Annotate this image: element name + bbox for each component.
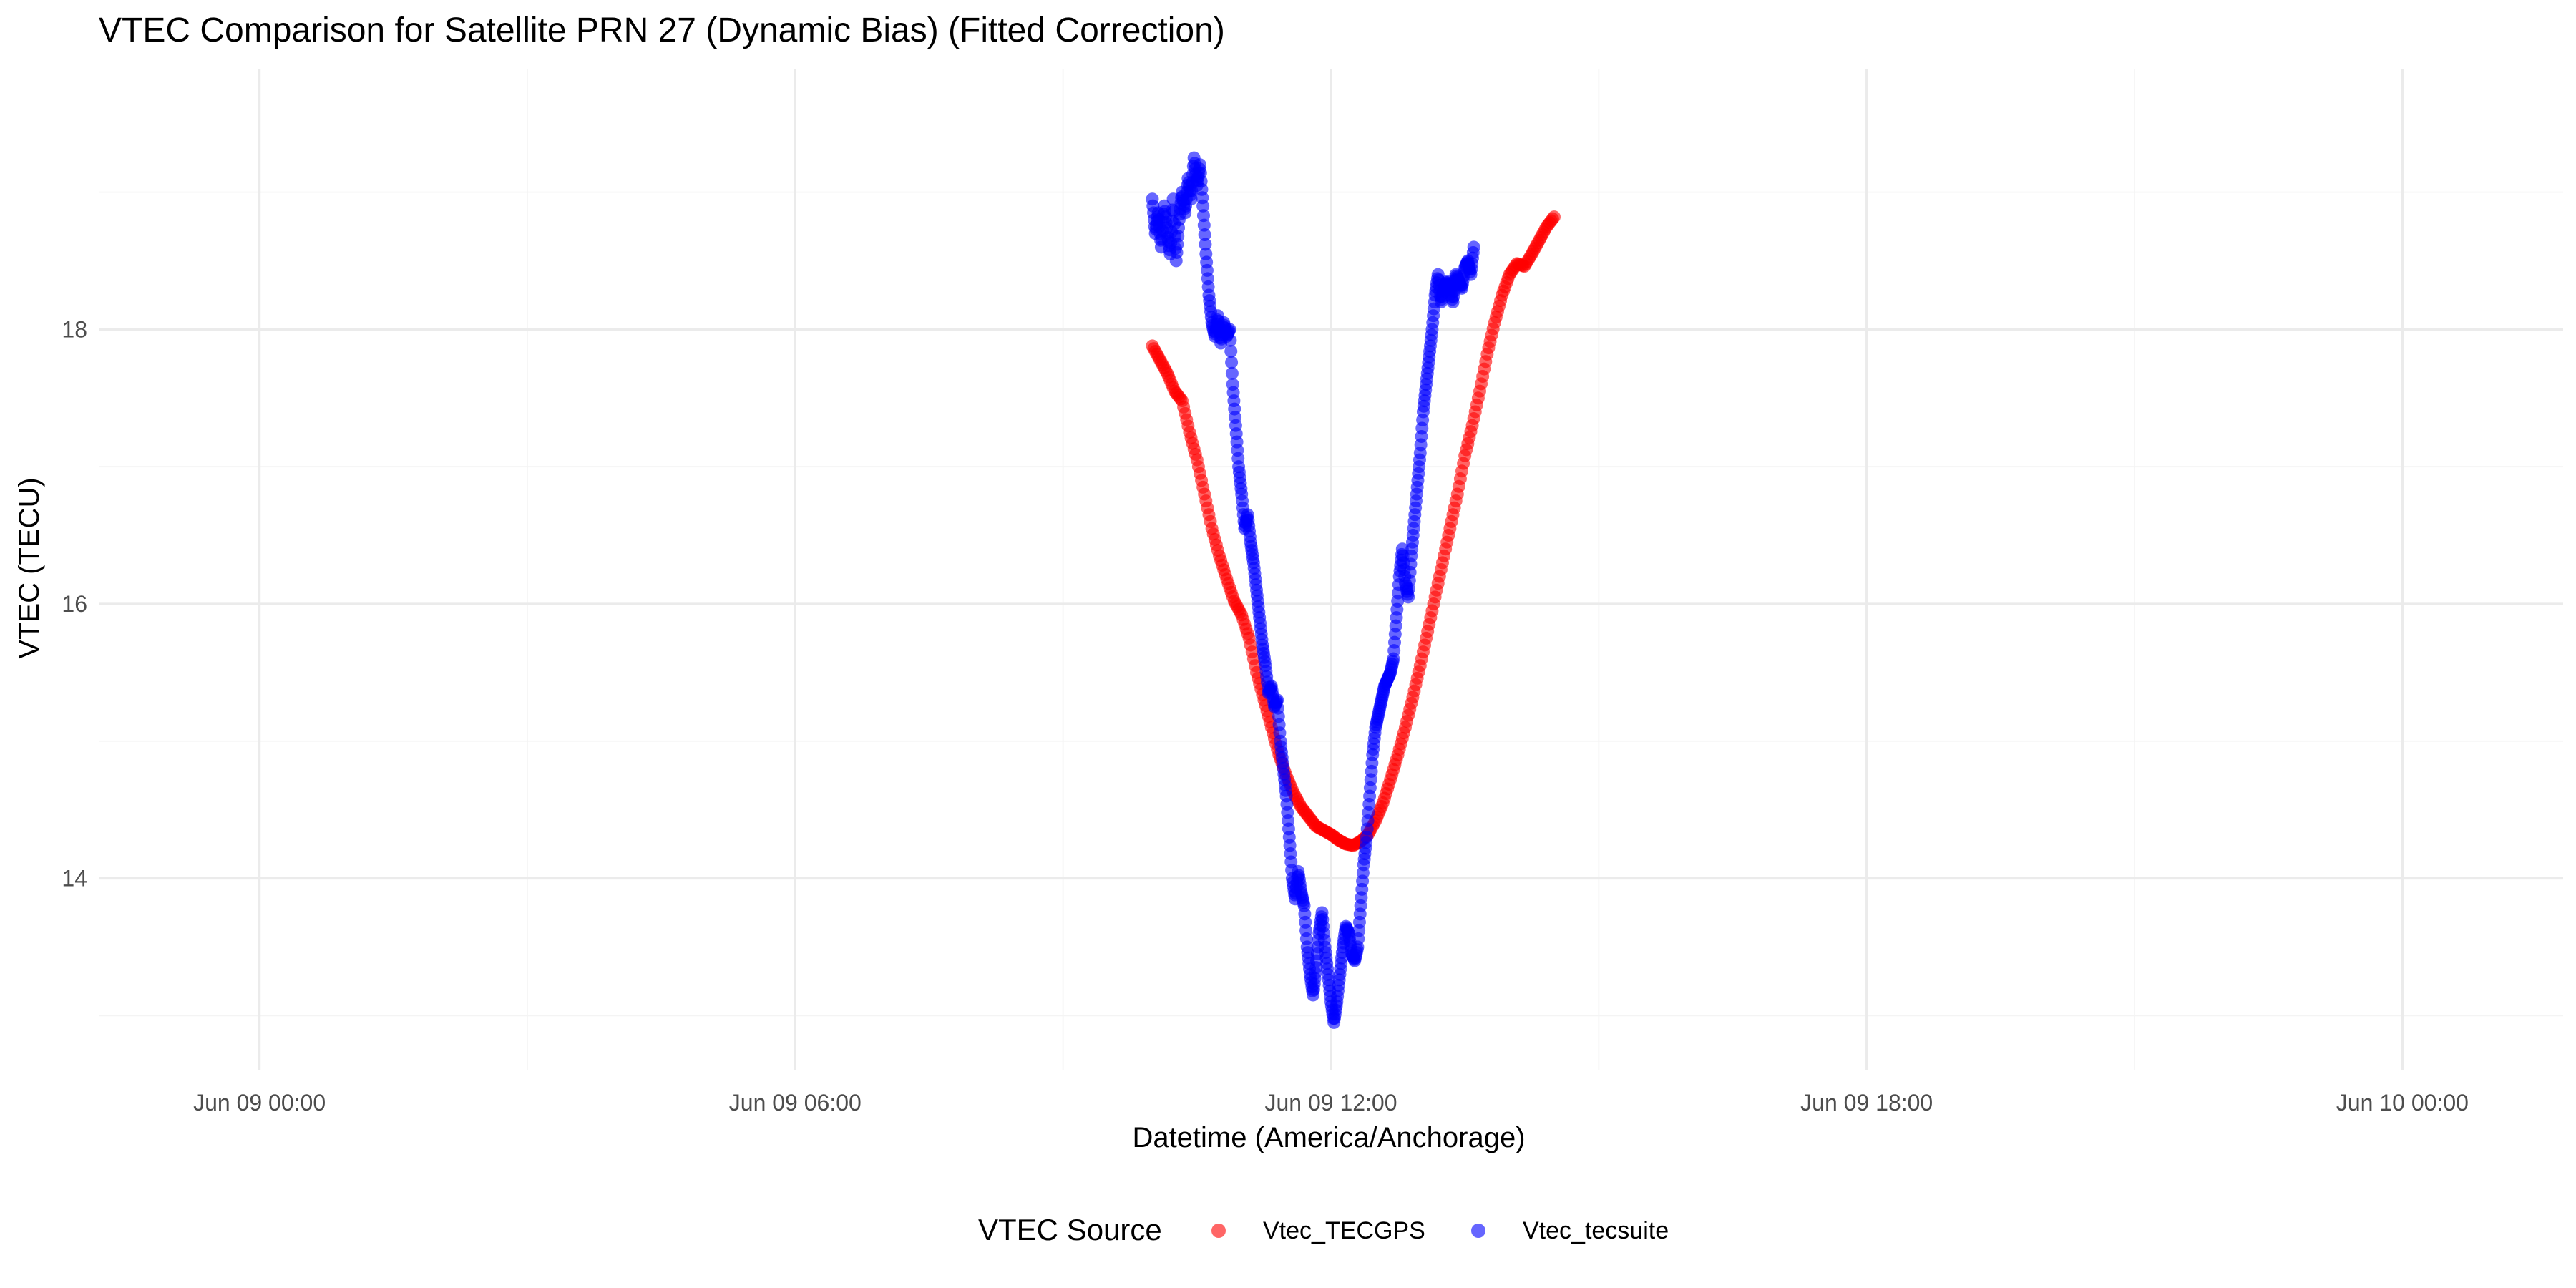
data-point <box>1224 345 1238 358</box>
data-point <box>1197 218 1211 232</box>
y-axis-title: VTEC (TECU) <box>14 477 45 658</box>
data-point <box>1196 209 1210 223</box>
legend-label-Vtec_tecsuite: Vtec_tecsuite <box>1523 1217 1669 1244</box>
x-axis-ticks: Jun 09 00:00 Jun 09 06:00 Jun 09 12:00 Jun … <box>193 1090 2469 1116</box>
x-tick-label: Jun 09 18:00 <box>1800 1090 1933 1116</box>
x-tick-label: Jun 10 00:00 <box>2336 1090 2469 1116</box>
x-tick-label: Jun 09 12:00 <box>1264 1090 1397 1116</box>
legend-key-Vtec_tecsuite <box>1471 1224 1485 1238</box>
legend-label-Vtec_TECGPS: Vtec_TECGPS <box>1263 1217 1425 1244</box>
data-point <box>1225 366 1239 380</box>
legend: VTEC Source Vtec_TECGPS Vtec_tecsuite <box>978 1213 1669 1246</box>
major-gridlines <box>99 69 2563 1070</box>
data-point <box>1547 210 1561 224</box>
x-tick-label: Jun 09 06:00 <box>729 1090 862 1116</box>
y-axis-ticks: 14 16 18 <box>62 316 87 891</box>
data-point <box>1224 333 1237 347</box>
x-tick-label: Jun 09 00:00 <box>193 1090 326 1116</box>
data-point <box>1467 240 1480 254</box>
data-point <box>1223 323 1236 336</box>
legend-title: VTEC Source <box>978 1213 1162 1246</box>
legend-entries: Vtec_TECGPS Vtec_tecsuite <box>1211 1217 1669 1244</box>
data-point <box>1225 356 1239 369</box>
x-axis-title: Datetime (America/Anchorage) <box>1132 1122 1525 1153</box>
data-point <box>1199 238 1212 251</box>
legend-key-Vtec_TECGPS <box>1211 1224 1226 1238</box>
y-tick-label: 18 <box>62 316 87 342</box>
y-tick-label: 16 <box>62 591 87 617</box>
chart-title: VTEC Comparison for Satellite PRN 27 (Dy… <box>99 11 1225 49</box>
series-Vtec_tecsuite <box>1146 151 1480 1029</box>
data-point <box>1198 228 1211 242</box>
data-points <box>1146 151 1561 1029</box>
y-tick-label: 14 <box>62 866 87 892</box>
data-point <box>1196 199 1210 213</box>
